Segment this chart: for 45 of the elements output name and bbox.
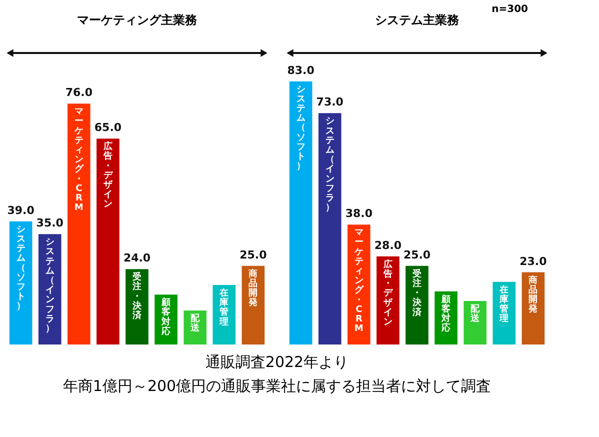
bar xyxy=(288,80,314,346)
category-label: マーケティング・CRM xyxy=(74,107,84,214)
data-label: 39.0 xyxy=(7,204,35,217)
category-label: システム（インフラ） xyxy=(45,238,54,334)
x-tick-label: 在庫管理 xyxy=(498,284,509,324)
bar xyxy=(8,220,34,346)
text: 年商1億円～200億円の通販事業社に属する担当者に対して調査 xyxy=(62,377,492,395)
data-label: 23.0 xyxy=(520,254,548,268)
category-label: システム（ソフト） xyxy=(16,224,26,312)
data-label: 76.0 xyxy=(65,86,93,100)
text: n=300 xyxy=(492,4,528,15)
x-tick-label: 顧客対応 xyxy=(160,297,172,337)
data-label: 73.0 xyxy=(316,96,344,109)
text: 通販調査2022年より xyxy=(205,353,349,371)
x-tick-label: 配送 xyxy=(470,303,481,324)
data-label: 25.0 xyxy=(240,248,268,262)
x-tick-label: 広告・デザイン xyxy=(102,141,114,210)
category-label: システム（インフラ） xyxy=(325,116,334,214)
x-tick-label: 商品開発 xyxy=(248,268,259,308)
x-tick-label: 在庫管理 xyxy=(218,288,229,328)
x-tick-label: 受注・決済 xyxy=(412,268,422,318)
bar xyxy=(96,138,120,346)
chart-title: マーケティング主業務 xyxy=(77,13,198,28)
x-tick-label: 広告・デザイン xyxy=(382,258,394,328)
data-label: 35.0 xyxy=(36,216,64,230)
bar xyxy=(376,255,400,346)
category-label: システム（ソフト） xyxy=(296,84,306,172)
x-tick-label: 顧客対応 xyxy=(440,294,452,334)
data-label: 65.0 xyxy=(94,121,122,134)
chart-title: システム主業務 xyxy=(375,13,460,28)
bar xyxy=(404,264,430,346)
bar xyxy=(346,224,372,346)
x-tick-label: 受注・決済 xyxy=(132,272,142,322)
data-label: 25.0 xyxy=(403,248,431,262)
data-label: 38.0 xyxy=(345,207,373,220)
data-label: 24.0 xyxy=(123,252,151,265)
bar xyxy=(66,102,92,346)
bar xyxy=(462,300,488,346)
data-label: 83.0 xyxy=(287,64,315,77)
bar xyxy=(37,233,62,346)
bar xyxy=(317,112,342,346)
x-tick-label: 配送 xyxy=(190,312,201,334)
category-label: マーケティング・CRM xyxy=(354,228,364,334)
x-tick-label: 商品開発 xyxy=(528,274,539,315)
data-label: 28.0 xyxy=(374,238,402,252)
